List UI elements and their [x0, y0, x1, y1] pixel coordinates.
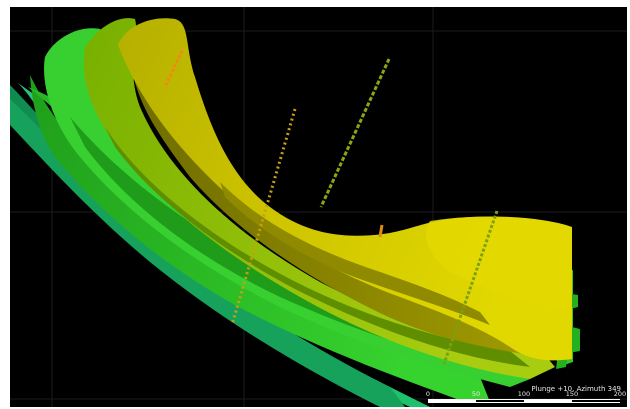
- scale-tick-200: 200: [613, 390, 627, 398]
- geology-surface-green-outer[interactable]: [30, 75, 490, 402]
- view-orientation-label: Plunge +10, Azimuth 349: [531, 385, 621, 393]
- geology-surface-yellow-highlight[interactable]: [426, 216, 570, 307]
- geology-surface-teal[interactable]: [10, 99, 405, 407]
- scene-canvas[interactable]: [10, 7, 627, 407]
- scale-bar-segment: [476, 399, 524, 403]
- scale-bar-icon: 0 50 100 150 200: [425, 390, 626, 406]
- geology-surface-yellow-fold[interactable]: [220, 182, 490, 325]
- scale-tick-100: 100: [517, 390, 531, 398]
- scale-tick-50: 50: [471, 390, 481, 398]
- drillhole-4[interactable]: [378, 224, 384, 238]
- scale-bar-segment: [572, 399, 620, 403]
- 3d-viewport[interactable]: Plunge +10, Azimuth 349 0 50 100 150 200: [10, 7, 627, 407]
- drillhole-1[interactable]: [163, 50, 184, 88]
- scale-bar-segment: [428, 399, 476, 403]
- scale-tick-0: 0: [425, 390, 431, 398]
- scale-bar-segment: [524, 399, 572, 403]
- drillhole-5[interactable]: [442, 210, 499, 365]
- drillhole-3[interactable]: [319, 58, 391, 208]
- drillholes: [163, 50, 499, 365]
- scale-tick-150: 150: [565, 390, 579, 398]
